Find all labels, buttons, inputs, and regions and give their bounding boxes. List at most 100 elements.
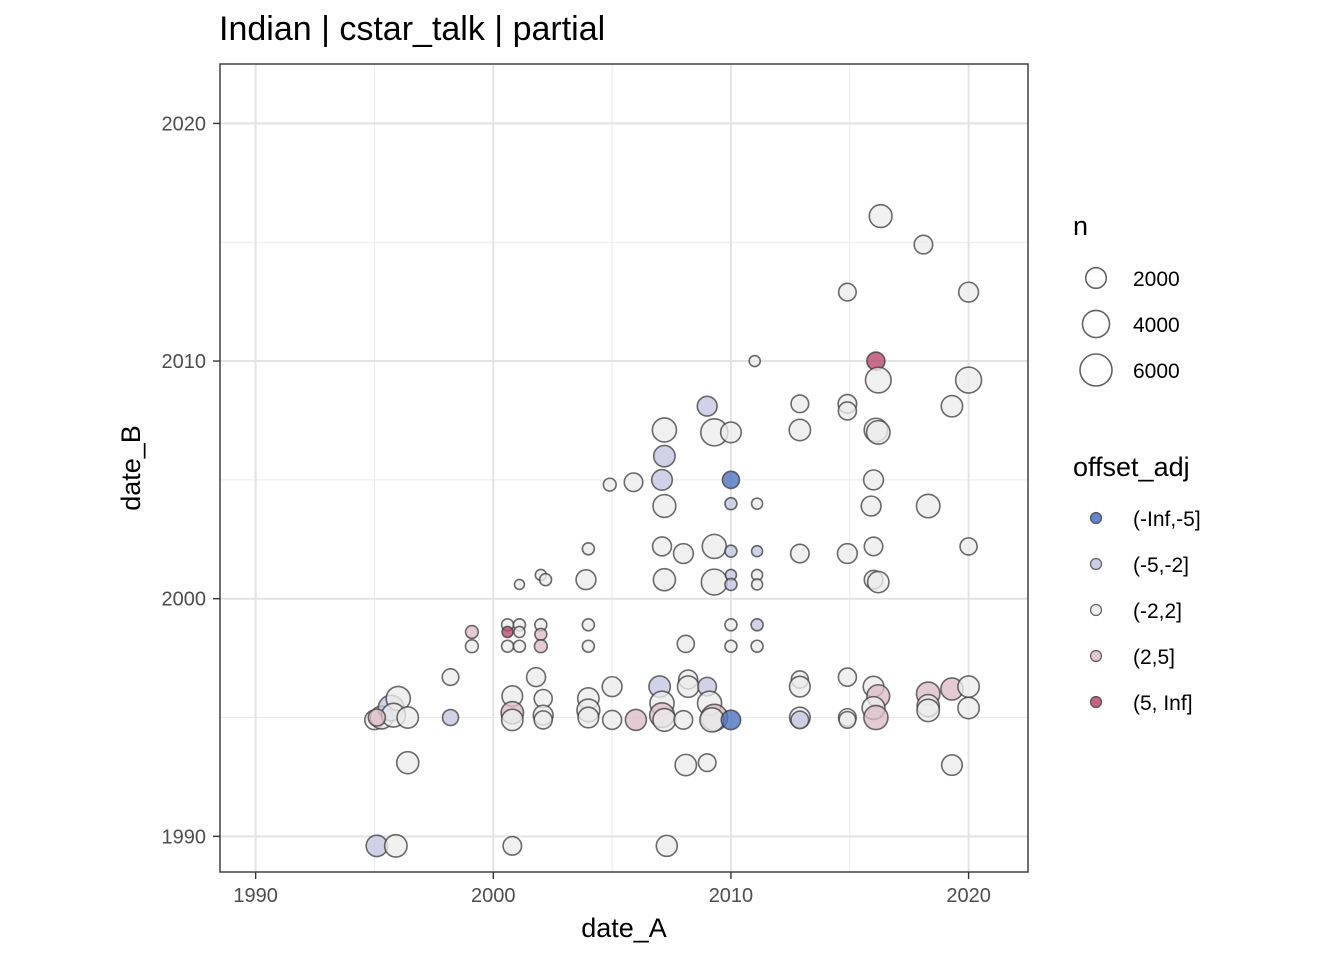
size-legend: n 2000 4000 6000: [1073, 211, 1180, 387]
data-point: [860, 495, 882, 517]
data-point: [864, 366, 892, 394]
color-legend-key: [1089, 557, 1103, 571]
data-point: [957, 281, 980, 303]
data-point: [863, 704, 889, 731]
data-point: [464, 639, 480, 654]
data-point: [624, 708, 648, 732]
data-point: [602, 477, 617, 492]
color-legend-key: [1089, 695, 1103, 709]
data-point: [500, 639, 515, 654]
data-point: [837, 401, 858, 421]
data-point: [790, 710, 810, 730]
data-point: [533, 639, 549, 654]
color-legend-title: offset_adj: [1073, 452, 1190, 482]
data-point: [464, 624, 480, 640]
data-point: [788, 675, 811, 698]
x-tick-label: 2020: [946, 885, 991, 907]
data-point: [697, 753, 717, 773]
data-point: [581, 618, 596, 632]
data-point: [701, 533, 728, 560]
data-point: [575, 568, 597, 591]
data-point: [750, 639, 764, 654]
data-point: [655, 834, 679, 858]
data-point: [957, 675, 981, 699]
data-point: [836, 542, 859, 565]
data-point: [789, 543, 810, 564]
size-legend-label: 6000: [1133, 360, 1180, 383]
data-point: [395, 750, 420, 775]
color-legend-label: (2,5]: [1133, 646, 1175, 669]
data-point: [577, 706, 600, 729]
y-tick-label: 2000: [162, 589, 207, 611]
data-point: [700, 568, 729, 596]
y-axis: 1990 2000 2010 2020: [162, 113, 220, 848]
data-point: [862, 469, 885, 491]
data-point: [601, 709, 623, 731]
data-point: [957, 696, 981, 720]
data-point: [652, 707, 677, 733]
data-point: [913, 234, 934, 255]
plot-grid: [220, 64, 1028, 872]
data-point: [748, 354, 762, 368]
data-point: [788, 418, 812, 442]
size-legend-key: [1079, 353, 1113, 387]
chart-title: Indian | cstar_talk | partial: [219, 10, 605, 48]
data-point: [513, 578, 526, 591]
y-tick-label: 2010: [162, 351, 207, 373]
data-point: [868, 203, 893, 229]
color-legend-label: (5, Inf]: [1133, 692, 1193, 715]
data-point: [696, 395, 718, 417]
data-point: [500, 708, 524, 732]
data-point: [650, 468, 674, 491]
x-axis: 1990 2000 2010 2020: [233, 872, 991, 907]
data-point: [441, 708, 460, 727]
data-point: [699, 707, 725, 733]
data-point: [750, 578, 764, 591]
data-point: [512, 639, 527, 654]
color-legend: offset_adj (-Inf,-5] (-5,-2] (-2,2] (2,5] (5…: [1073, 452, 1201, 715]
color-legend-label: (-5,-2]: [1133, 554, 1189, 577]
data-point: [724, 577, 738, 592]
x-tick-label: 2010: [709, 885, 754, 907]
plot-panel-border: [219, 63, 1029, 873]
color-legend-label: (-Inf,-5]: [1133, 508, 1201, 531]
data-point: [674, 753, 698, 777]
data-point: [581, 542, 596, 556]
data-point: [441, 668, 460, 687]
size-legend-key: [1081, 309, 1111, 339]
data-point: [916, 698, 941, 723]
data-point: [581, 639, 596, 654]
data-point: [525, 666, 547, 688]
data-point: [954, 366, 983, 394]
data-point: [959, 537, 978, 556]
data-point: [651, 417, 678, 443]
color-legend-key: [1089, 603, 1103, 617]
color-legend-label: (-2,2]: [1133, 600, 1182, 623]
data-point: [623, 472, 644, 493]
color-legend-key: [1089, 511, 1103, 525]
data-point: [513, 625, 526, 639]
data-point: [652, 567, 677, 592]
data-point: [915, 493, 941, 519]
data-point: [601, 675, 623, 698]
data-point: [940, 394, 964, 418]
y-tick-label: 2020: [162, 113, 207, 135]
data-point: [863, 536, 884, 557]
data-point: [837, 282, 857, 302]
data-point: [721, 470, 741, 490]
size-legend-key: [1084, 266, 1108, 290]
data-point: [533, 710, 554, 730]
data-point: [651, 536, 673, 557]
data-point: [724, 544, 738, 558]
data-point: [719, 421, 743, 444]
data-point: [866, 570, 890, 594]
color-legend-key: [1089, 649, 1103, 663]
y-tick-label: 1990: [162, 826, 207, 848]
data-point: [838, 710, 857, 729]
data-point: [724, 639, 738, 654]
y-axis-title: date_B: [116, 425, 146, 511]
data-point: [383, 833, 408, 858]
data-point: [673, 709, 694, 730]
data-point: [790, 394, 810, 414]
